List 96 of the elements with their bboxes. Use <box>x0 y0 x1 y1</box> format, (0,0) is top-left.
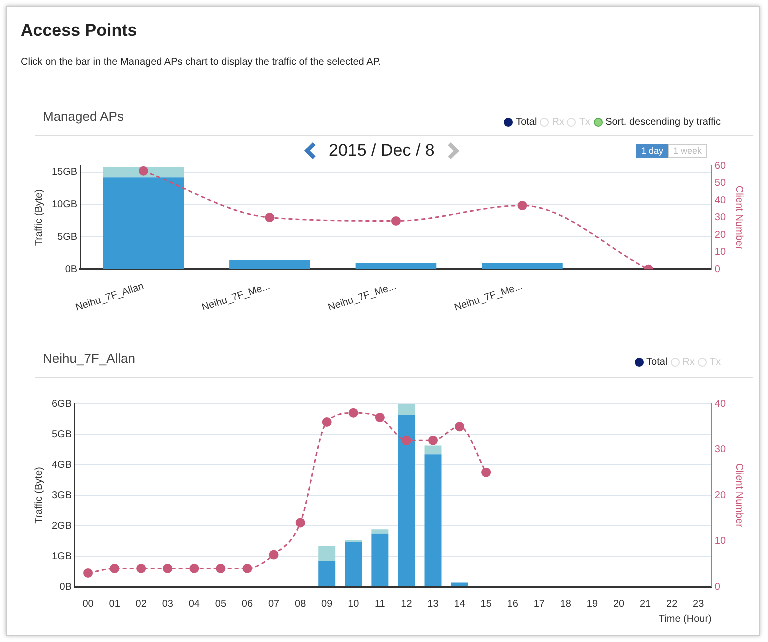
point <box>482 468 492 478</box>
y2-tick-label: 30 <box>714 212 726 224</box>
x-tick-label: 07 <box>268 598 280 610</box>
point <box>402 436 412 446</box>
bar <box>424 446 442 455</box>
y2-tick-label: 30 <box>714 444 726 456</box>
y2-tick-label: 0 <box>714 264 721 276</box>
bar <box>424 454 442 586</box>
bar <box>482 263 563 270</box>
point <box>428 436 438 446</box>
x-tick-label: 15 <box>480 598 492 610</box>
point <box>242 564 252 574</box>
text: Sort. descending by traffic <box>606 117 721 128</box>
bar <box>398 414 416 586</box>
point <box>84 568 94 578</box>
y2-axis-title: Client Number <box>733 186 744 250</box>
x-tick-label: 13 <box>428 598 440 610</box>
point <box>216 564 226 574</box>
x-tick-label: 20 <box>613 598 625 610</box>
y2-tick-label: 10 <box>714 536 726 547</box>
x-tick-label: 22 <box>666 598 678 610</box>
point <box>265 213 275 223</box>
x-tick-label: 14 <box>454 598 466 610</box>
point <box>163 564 173 574</box>
y2-tick-label: 60 <box>714 160 726 172</box>
x-tick-label: 19 <box>586 598 598 610</box>
y-tick-label: 0B <box>60 582 72 593</box>
point <box>375 412 385 422</box>
bar <box>318 546 336 562</box>
x-tick-label: 00 <box>82 598 94 610</box>
x-tick-label: 16 <box>507 598 519 610</box>
text: Access Points <box>21 21 138 41</box>
x-tick-label: 01 <box>109 598 121 610</box>
y-tick-label: 1GB <box>52 551 72 562</box>
point <box>296 518 306 528</box>
bar <box>345 542 362 586</box>
y2-tick-label: 20 <box>714 490 726 502</box>
x-tick-label: 09 <box>322 598 334 610</box>
bar <box>356 263 437 270</box>
y-tick-label: 0B <box>65 264 78 276</box>
y2-tick-label: 10 <box>714 247 726 258</box>
y2-tick-label: 50 <box>714 178 726 190</box>
x-tick-label: 02 <box>136 598 148 610</box>
bar <box>103 178 184 270</box>
text: 1 day <box>636 144 668 158</box>
y-tick-label: 2GB <box>52 520 72 532</box>
text: Click on the bar in the Managed APs chart to display the traffic of the selected AP. <box>21 57 382 68</box>
y2-tick-label: 40 <box>714 398 726 410</box>
x-tick-label: 08 <box>295 598 307 610</box>
x-tick-label: 11 <box>374 598 386 610</box>
y-axis-title: Traffic (Byte) <box>34 467 45 524</box>
bar <box>398 404 416 415</box>
point <box>322 418 332 428</box>
x-tick-label: 18 <box>560 598 572 610</box>
x-tick-label: 12 <box>401 598 413 610</box>
text: Total <box>516 117 538 128</box>
y-tick-label: 15GB <box>52 167 78 178</box>
y-tick-label: 3GB <box>52 490 72 502</box>
y2-tick-label: 20 <box>714 230 726 241</box>
point <box>190 564 200 574</box>
x-tick-label: 04 <box>188 598 200 610</box>
bar <box>230 260 310 270</box>
text: 1 week <box>668 144 707 158</box>
y2-tick-label: 40 <box>714 195 726 206</box>
y-tick-label: 4GB <box>52 460 72 471</box>
y-tick-label: 5GB <box>58 232 78 243</box>
chart-title: Neihu_7F_Allan <box>43 351 136 366</box>
x-tick-label: 05 <box>215 598 227 610</box>
y-tick-label: 5GB <box>52 429 72 440</box>
bar <box>318 561 336 586</box>
y2-axis-title: Client Number <box>733 464 744 528</box>
point <box>391 216 401 226</box>
x-tick-label: 10 <box>348 598 360 610</box>
x-tick-label: 23 <box>693 598 705 610</box>
point <box>136 564 146 574</box>
point <box>269 550 279 560</box>
x-axis-title: Time (Hour) <box>658 614 712 625</box>
x-tick-label: 21 <box>640 598 652 610</box>
y-tick-label: 10GB <box>52 200 78 211</box>
y-axis-title: Traffic (Byte) <box>34 189 45 246</box>
bar <box>372 534 389 586</box>
point <box>518 200 528 210</box>
chart-title: Managed APs <box>43 109 124 124</box>
x-tick-label: 06 <box>242 598 254 610</box>
x-tick-label: 17 <box>534 598 546 610</box>
bar <box>372 530 389 534</box>
bar <box>451 582 468 586</box>
x-tick-label: 03 <box>162 598 174 610</box>
y-tick-label: 6GB <box>52 398 72 410</box>
point <box>138 166 148 176</box>
point <box>348 408 358 418</box>
y2-tick-label: 0 <box>714 582 721 593</box>
point <box>110 564 120 574</box>
point <box>455 422 465 432</box>
text: Total <box>646 357 668 368</box>
text: 2015 / Dec / 8 <box>329 141 435 161</box>
